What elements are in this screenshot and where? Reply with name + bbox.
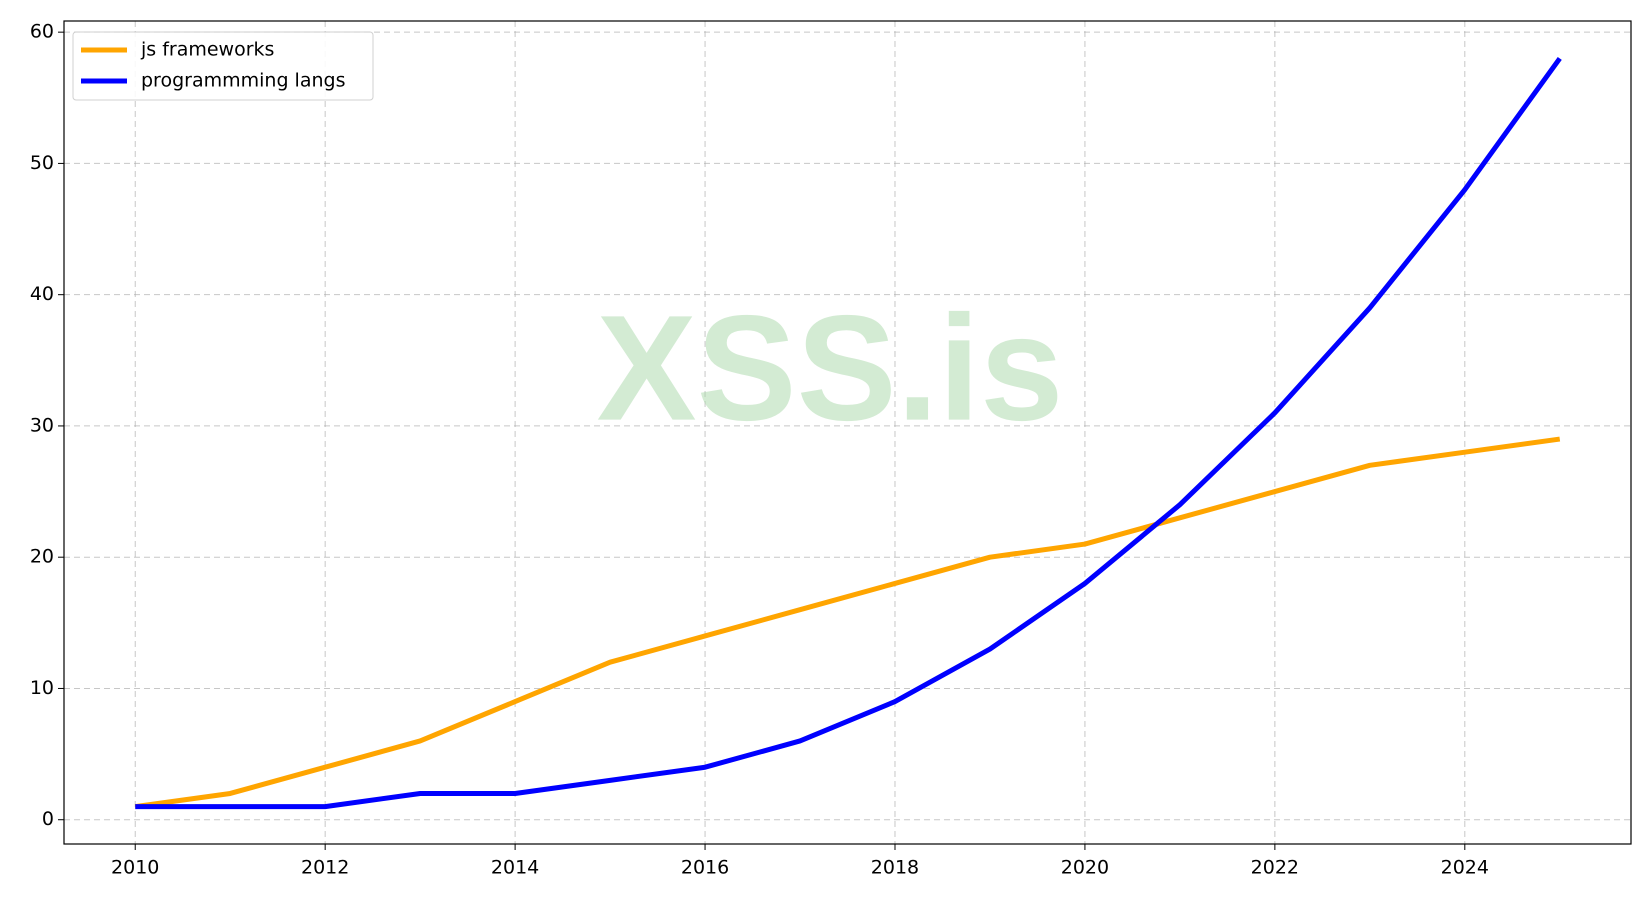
y-tick-label: 10 (30, 677, 54, 699)
x-tick-label: 2018 (871, 857, 919, 879)
x-tick-label: 2012 (301, 857, 349, 879)
x-tick-label: 2024 (1441, 857, 1489, 879)
legend-label: programmming langs (141, 70, 345, 92)
y-tick-label: 40 (30, 283, 54, 305)
x-tick-label: 2014 (491, 857, 539, 879)
y-tick-label: 0 (42, 808, 54, 830)
x-tick-label: 2016 (681, 857, 729, 879)
x-tick-label: 2010 (111, 857, 159, 879)
watermark: XSS.is (597, 284, 1064, 452)
y-tick-label: 20 (30, 546, 54, 568)
x-tick-label: 2020 (1061, 857, 1109, 879)
data-line (134, 436, 1561, 810)
y-tick-label: 60 (30, 21, 54, 43)
legend: js frameworks programmming langs (72, 31, 374, 101)
legend-label: js frameworks (140, 39, 274, 61)
data-line (135, 56, 1562, 810)
legend-box (72, 31, 374, 101)
y-tick-label: 50 (30, 152, 54, 174)
y-tick-label: 30 (30, 414, 54, 436)
plot-frame (63, 20, 1632, 845)
x-tick-label: 2022 (1251, 857, 1299, 879)
